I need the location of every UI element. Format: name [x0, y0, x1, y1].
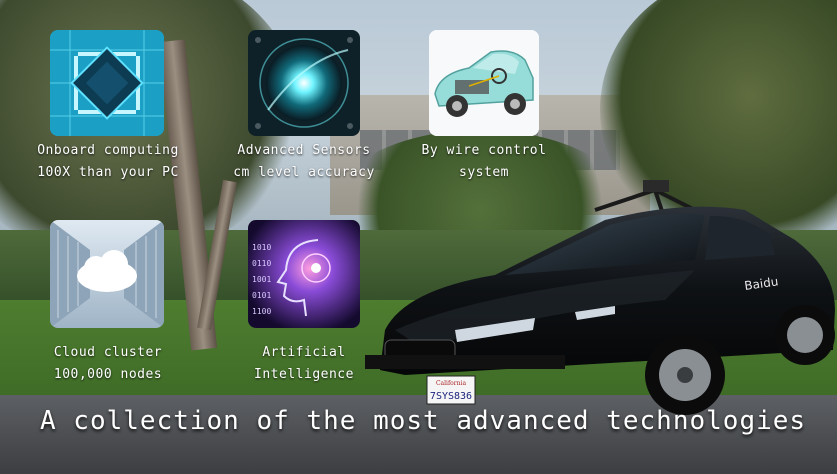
feature-caption-cloud: Cloud cluster 100,000 nodes	[28, 342, 188, 386]
plate-state: California	[436, 380, 466, 387]
caption-line: Advanced Sensors	[237, 143, 371, 158]
cloud-server-icon	[50, 220, 164, 328]
caption-line: Artificial	[262, 345, 346, 360]
caption-line: Onboard computing	[37, 143, 179, 158]
caption-line: 100,000 nodes	[53, 367, 163, 382]
feature-caption-ai: Artificial Intelligence	[226, 342, 382, 386]
svg-text:1001: 1001	[252, 275, 271, 284]
feature-caption-sensors: Advanced Sensors cm level accuracy	[226, 140, 382, 184]
license-plate: 7SYS836	[430, 391, 472, 402]
brand-logo: Baidu	[743, 274, 779, 293]
svg-text:0110: 0110	[252, 259, 271, 268]
sensor-lens-icon	[248, 30, 360, 136]
drive-by-wire-car-icon	[429, 30, 539, 136]
feature-caption-by-wire: By wire control system	[406, 140, 562, 184]
caption-line: system	[459, 165, 509, 180]
caption-line: cm level accuracy	[233, 165, 375, 180]
processor-chip-icon	[50, 30, 164, 136]
svg-text:1010: 1010	[252, 243, 271, 252]
headline: A collection of the most advanced techno…	[40, 406, 807, 436]
caption-line: By wire control	[421, 143, 547, 158]
caption-line: Intelligence	[254, 367, 354, 382]
caption-line: Cloud cluster	[53, 345, 163, 360]
svg-text:1100: 1100	[252, 307, 271, 316]
svg-text:0101: 0101	[252, 291, 271, 300]
caption-line: 100X than your PC	[37, 165, 179, 180]
feature-caption-onboard: Onboard computing 100X than your PC	[28, 140, 188, 184]
ai-head-icon: 1010 0110 1001 0101 1100	[248, 220, 360, 328]
autonomous-car: California 7SYS836 Baidu	[365, 180, 835, 415]
